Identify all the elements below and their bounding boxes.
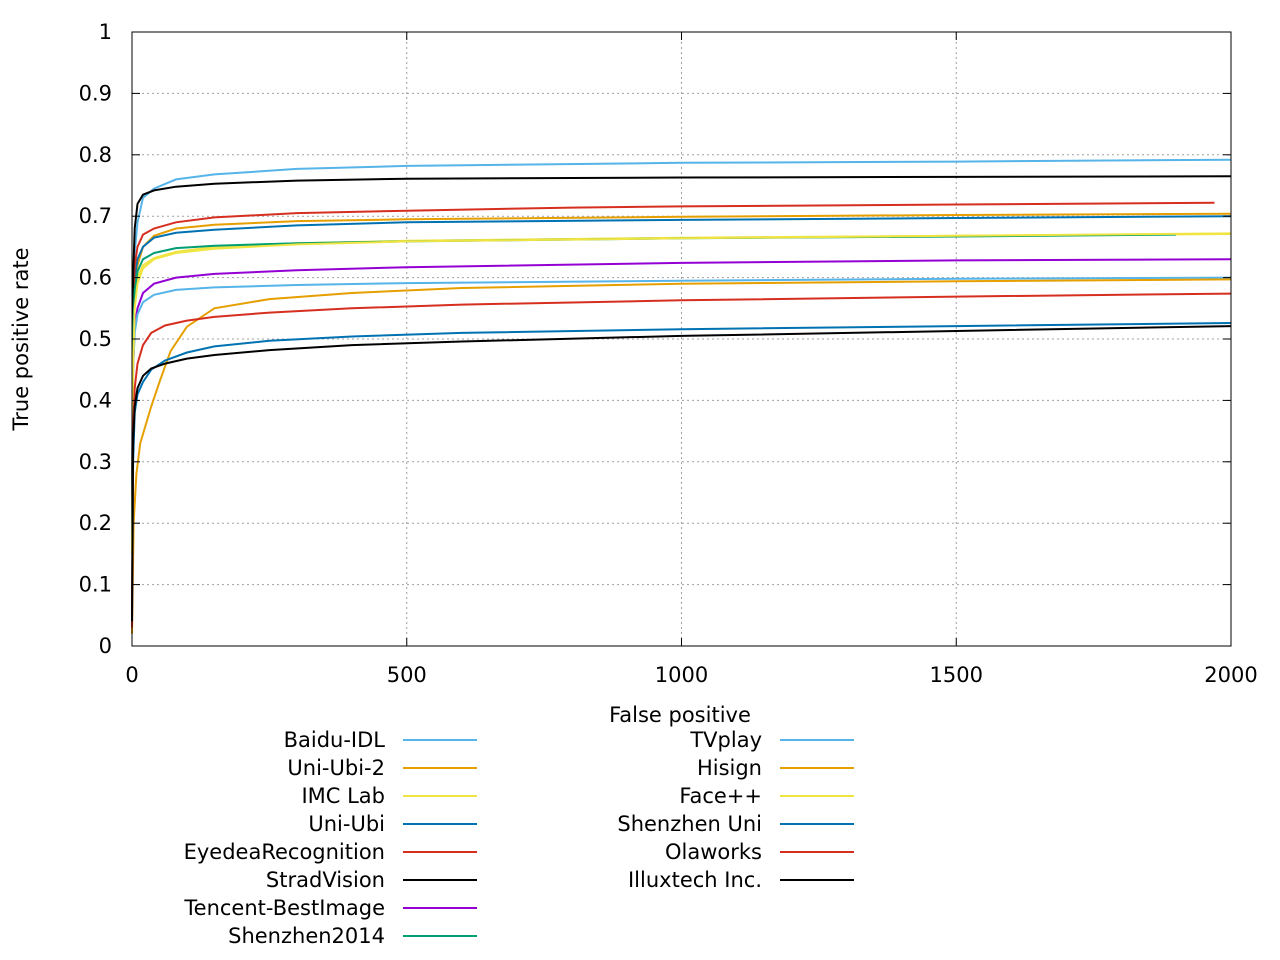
- series-line: [131, 175, 1232, 542]
- legend-item: Hisign: [697, 756, 854, 780]
- y-tick-label: 0.8: [79, 143, 112, 167]
- legend-label: StradVision: [266, 868, 385, 892]
- legend-label: Uni-Ubi: [308, 812, 385, 836]
- y-tick-label: 0.9: [79, 81, 112, 105]
- legend-label: Uni-Ubi-2: [287, 756, 385, 780]
- legend-label: Face++: [679, 784, 762, 808]
- legend-item: Shenzhen Uni: [617, 812, 854, 836]
- legend-item: TVplay: [689, 728, 854, 752]
- legend-item: Uni-Ubi-2: [287, 756, 477, 780]
- legend-label: Tencent-BestImage: [183, 896, 385, 920]
- x-tick-label: 1500: [930, 663, 983, 687]
- legend-item: Face++: [679, 784, 854, 808]
- x-tick-label: 1000: [655, 663, 708, 687]
- y-axis: 0 0.1 0.2 0.3 0.4 0.5 0.6 0.7 0.8 0.9 1: [79, 20, 1231, 658]
- legend-label: TVplay: [689, 728, 762, 752]
- y-tick-label: 0.4: [79, 388, 112, 412]
- series-line: [131, 322, 1232, 616]
- legend-item: Baidu-IDL: [284, 728, 477, 752]
- y-tick-label: 0.6: [79, 266, 112, 290]
- legend: Baidu-IDL Uni-Ubi-2 IMC Lab Uni-Ubi EyedeaRe…: [183, 728, 854, 948]
- x-axis: 0 500 1000 1500 2000: [125, 32, 1258, 687]
- series-lines: [131, 158, 1232, 634]
- series-line: [131, 201, 1215, 548]
- legend-label: Illuxtech Inc.: [628, 868, 762, 892]
- x-tick-label: 500: [387, 663, 427, 687]
- series-line: [131, 233, 1177, 554]
- legend-item: IMC Lab: [301, 784, 477, 808]
- y-tick-label: 0.2: [79, 511, 112, 535]
- y-axis-label: True positive rate: [9, 248, 33, 432]
- legend-item: Illuxtech Inc.: [628, 868, 854, 892]
- y-tick-label: 0.1: [79, 573, 112, 597]
- legend-label: Olaworks: [665, 840, 762, 864]
- legend-item: Tencent-BestImage: [183, 896, 477, 920]
- grid: [132, 32, 1231, 646]
- series-line: [131, 292, 1232, 628]
- y-tick-label: 0: [99, 634, 112, 658]
- series-line: [131, 278, 1232, 634]
- y-tick-label: 0.5: [79, 327, 112, 351]
- legend-label: Baidu-IDL: [284, 728, 386, 752]
- x-axis-label: False positive: [609, 703, 751, 727]
- y-tick-label: 0.7: [79, 204, 112, 228]
- y-tick-label: 1: [99, 20, 112, 44]
- legend-item: EyedeaRecognition: [184, 840, 477, 864]
- legend-item: Olaworks: [665, 840, 854, 864]
- legend-label: Shenzhen2014: [228, 924, 385, 948]
- legend-label: Hisign: [697, 756, 762, 780]
- y-tick-label: 0.3: [79, 450, 112, 474]
- legend-item: Uni-Ubi: [308, 812, 477, 836]
- series-line: [131, 232, 1232, 554]
- x-tick-label: 0: [125, 663, 138, 687]
- legend-label: EyedeaRecognition: [184, 840, 385, 864]
- legend-label: IMC Lab: [301, 784, 385, 808]
- x-tick-label: 2000: [1204, 663, 1257, 687]
- legend-item: Shenzhen2014: [228, 924, 477, 948]
- legend-item: StradVision: [266, 868, 477, 892]
- legend-label: Shenzhen Uni: [617, 812, 762, 836]
